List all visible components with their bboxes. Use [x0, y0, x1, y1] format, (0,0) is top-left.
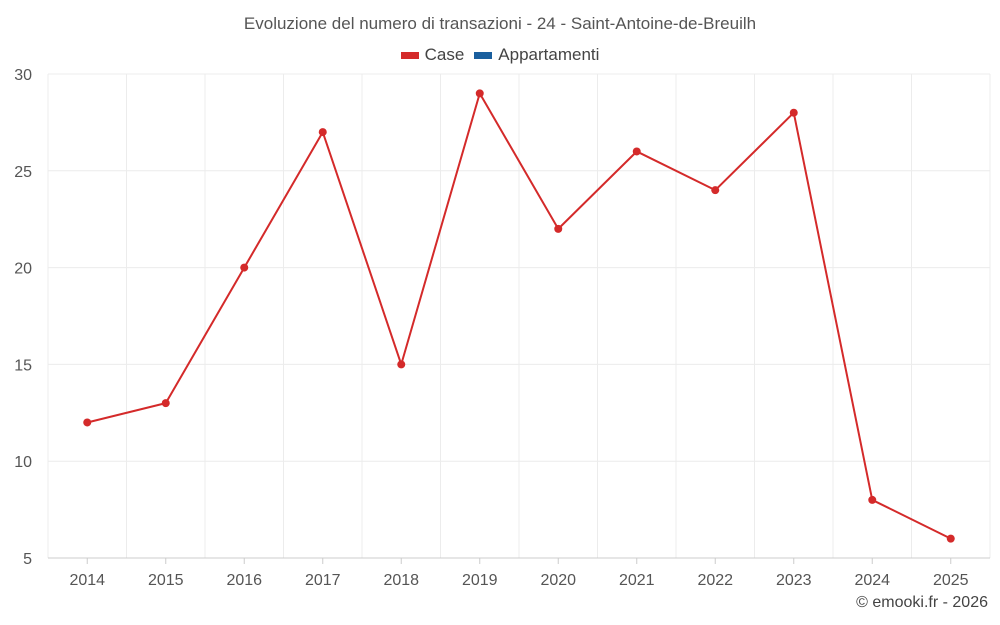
y-tick-label: 15 — [14, 357, 32, 374]
x-tick-label: 2022 — [697, 572, 733, 589]
y-tick-label: 20 — [14, 261, 32, 278]
y-tick-label: 10 — [14, 454, 32, 471]
data-point — [161, 399, 170, 408]
legend-item-appartamenti[interactable]: Appartamenti — [474, 45, 599, 65]
x-tick-label: 2016 — [226, 572, 262, 589]
x-tick-label: 2024 — [854, 572, 890, 589]
data-point — [397, 360, 406, 369]
y-tick-label: 25 — [14, 164, 32, 181]
x-tick-label: 2025 — [933, 572, 969, 589]
data-point — [711, 186, 720, 195]
legend-label-case: Case — [424, 45, 465, 64]
x-tick-label: 2019 — [462, 572, 498, 589]
x-tick-label: 2021 — [619, 572, 655, 589]
y-tick-label: 30 — [14, 67, 32, 84]
legend: Case Appartamenti — [0, 45, 1000, 65]
legend-item-case[interactable]: Case — [400, 45, 465, 65]
series-line-case — [87, 92, 952, 540]
chart-title: Evoluzione del numero di transazioni - 2… — [243, 14, 757, 33]
legend-label-appartamenti: Appartamenti — [498, 45, 600, 64]
data-point — [240, 263, 249, 272]
data-point — [475, 89, 484, 98]
x-tick-label: 2020 — [540, 572, 576, 589]
data-point — [868, 495, 877, 504]
data-point — [632, 147, 641, 156]
grid-layer — [47, 73, 991, 558]
series-layer — [83, 89, 955, 543]
x-tick-label: 2023 — [776, 572, 812, 589]
credit-text: © emooki.fr - 2026 — [856, 594, 988, 611]
x-tick-label: 2018 — [383, 572, 419, 589]
data-point — [789, 108, 798, 117]
data-point — [318, 128, 327, 137]
legend-swatch-case — [400, 51, 419, 59]
x-tick-label: 2014 — [69, 572, 105, 589]
data-point — [554, 224, 563, 233]
data-point — [83, 418, 92, 427]
x-tick-label: 2015 — [148, 572, 184, 589]
data-point — [946, 534, 955, 543]
legend-swatch-appartamenti — [474, 51, 493, 59]
x-tick-label: 2017 — [305, 572, 341, 589]
y-tick-label: 5 — [23, 551, 32, 568]
